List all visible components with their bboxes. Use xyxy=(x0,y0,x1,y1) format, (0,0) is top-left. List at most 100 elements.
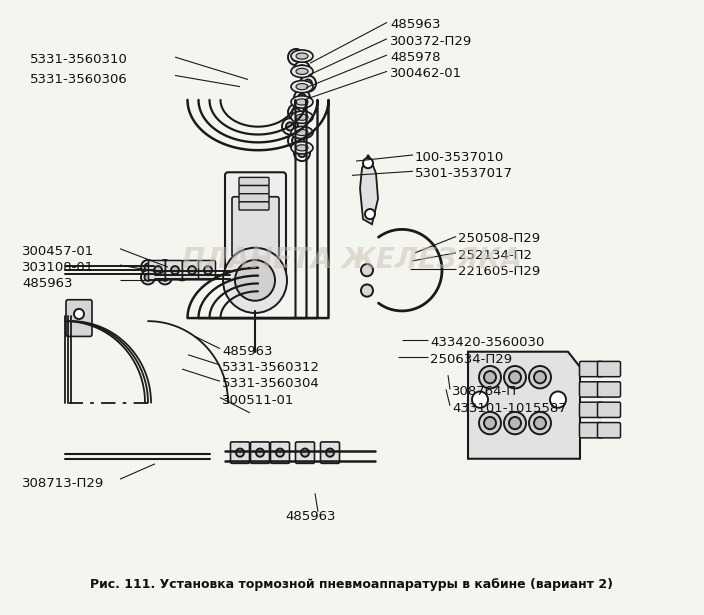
Circle shape xyxy=(472,392,488,408)
Circle shape xyxy=(235,260,275,301)
Circle shape xyxy=(144,264,151,271)
FancyBboxPatch shape xyxy=(579,382,603,397)
Circle shape xyxy=(298,149,306,157)
Text: 485963: 485963 xyxy=(22,277,73,290)
FancyBboxPatch shape xyxy=(598,362,620,377)
Ellipse shape xyxy=(296,99,308,105)
FancyBboxPatch shape xyxy=(239,202,269,210)
FancyBboxPatch shape xyxy=(232,197,279,257)
FancyBboxPatch shape xyxy=(239,177,269,186)
Circle shape xyxy=(236,448,244,457)
Circle shape xyxy=(158,260,172,274)
Text: 5331-3560310: 5331-3560310 xyxy=(30,53,128,66)
FancyBboxPatch shape xyxy=(579,362,603,377)
FancyBboxPatch shape xyxy=(149,261,165,280)
Ellipse shape xyxy=(296,145,308,151)
Circle shape xyxy=(292,137,300,145)
Ellipse shape xyxy=(291,141,313,154)
Text: 300462-01: 300462-01 xyxy=(390,67,462,81)
Circle shape xyxy=(361,284,373,296)
FancyBboxPatch shape xyxy=(598,423,620,438)
Circle shape xyxy=(504,412,526,434)
Circle shape xyxy=(484,417,496,429)
Circle shape xyxy=(175,266,189,280)
FancyBboxPatch shape xyxy=(320,442,339,463)
Ellipse shape xyxy=(291,50,313,62)
Circle shape xyxy=(534,417,546,429)
Circle shape xyxy=(292,53,300,61)
Ellipse shape xyxy=(291,127,313,138)
Circle shape xyxy=(294,61,310,77)
Circle shape xyxy=(363,158,373,169)
Circle shape xyxy=(144,274,151,281)
Circle shape xyxy=(74,309,84,319)
FancyBboxPatch shape xyxy=(230,442,249,463)
Ellipse shape xyxy=(291,111,313,124)
Circle shape xyxy=(179,269,185,277)
Text: 100-3537010: 100-3537010 xyxy=(415,151,504,164)
Text: 5331-3560312: 5331-3560312 xyxy=(222,361,320,374)
FancyBboxPatch shape xyxy=(239,194,269,202)
Circle shape xyxy=(326,448,334,457)
Circle shape xyxy=(484,371,496,383)
Text: 221605-П29: 221605-П29 xyxy=(458,265,540,278)
Text: 485963: 485963 xyxy=(222,344,272,357)
Circle shape xyxy=(223,248,287,313)
Polygon shape xyxy=(468,352,580,459)
Circle shape xyxy=(294,145,310,161)
Circle shape xyxy=(509,417,521,429)
Text: 433420-3560030: 433420-3560030 xyxy=(430,336,544,349)
Text: 433101-1015587: 433101-1015587 xyxy=(452,402,567,415)
Ellipse shape xyxy=(296,114,308,121)
Circle shape xyxy=(361,264,373,276)
Text: 252134-П2: 252134-П2 xyxy=(458,248,532,262)
FancyBboxPatch shape xyxy=(296,442,315,463)
Text: 300511-01: 300511-01 xyxy=(222,394,294,407)
Circle shape xyxy=(282,118,298,135)
Circle shape xyxy=(298,65,306,73)
Ellipse shape xyxy=(291,81,313,93)
Text: Рис. 111. Установка тормозной пневмоаппаратуры в кабине (вариант 2): Рис. 111. Установка тормозной пневмоаппа… xyxy=(91,578,613,591)
Circle shape xyxy=(204,266,212,274)
FancyBboxPatch shape xyxy=(165,261,182,280)
Text: 308764-П: 308764-П xyxy=(452,386,517,399)
Circle shape xyxy=(288,104,304,121)
Text: 303108-01: 303108-01 xyxy=(22,261,94,274)
Circle shape xyxy=(158,270,172,284)
Circle shape xyxy=(479,412,501,434)
Circle shape xyxy=(161,264,168,271)
Ellipse shape xyxy=(296,68,308,74)
Circle shape xyxy=(479,366,501,389)
Text: 485963: 485963 xyxy=(285,510,336,523)
Ellipse shape xyxy=(296,53,308,59)
Circle shape xyxy=(534,371,546,383)
Circle shape xyxy=(529,366,551,389)
Circle shape xyxy=(188,266,196,274)
Text: 308713-П29: 308713-П29 xyxy=(22,477,104,490)
Text: 485978: 485978 xyxy=(390,51,441,64)
Text: 485963: 485963 xyxy=(390,18,441,31)
FancyBboxPatch shape xyxy=(579,423,603,438)
Circle shape xyxy=(276,448,284,457)
Circle shape xyxy=(300,76,316,92)
Text: 5301-3537017: 5301-3537017 xyxy=(415,167,513,180)
FancyBboxPatch shape xyxy=(239,186,269,194)
Text: 5331-3560306: 5331-3560306 xyxy=(30,73,127,86)
Circle shape xyxy=(365,209,375,219)
Circle shape xyxy=(292,108,300,116)
Circle shape xyxy=(509,371,521,383)
FancyBboxPatch shape xyxy=(251,442,270,463)
Circle shape xyxy=(161,274,168,281)
Circle shape xyxy=(141,270,155,284)
Circle shape xyxy=(550,392,566,408)
Circle shape xyxy=(294,90,310,106)
Circle shape xyxy=(288,132,304,149)
Polygon shape xyxy=(360,155,378,224)
FancyBboxPatch shape xyxy=(66,300,92,336)
Circle shape xyxy=(298,94,306,102)
Circle shape xyxy=(529,412,551,434)
Text: ПЛАНЕТА ЖЕЛЕЗЯКА: ПЛАНЕТА ЖЕЛЕЗЯКА xyxy=(182,246,522,274)
Circle shape xyxy=(154,266,162,274)
Circle shape xyxy=(288,49,304,65)
Text: 250508-П29: 250508-П29 xyxy=(458,232,540,245)
